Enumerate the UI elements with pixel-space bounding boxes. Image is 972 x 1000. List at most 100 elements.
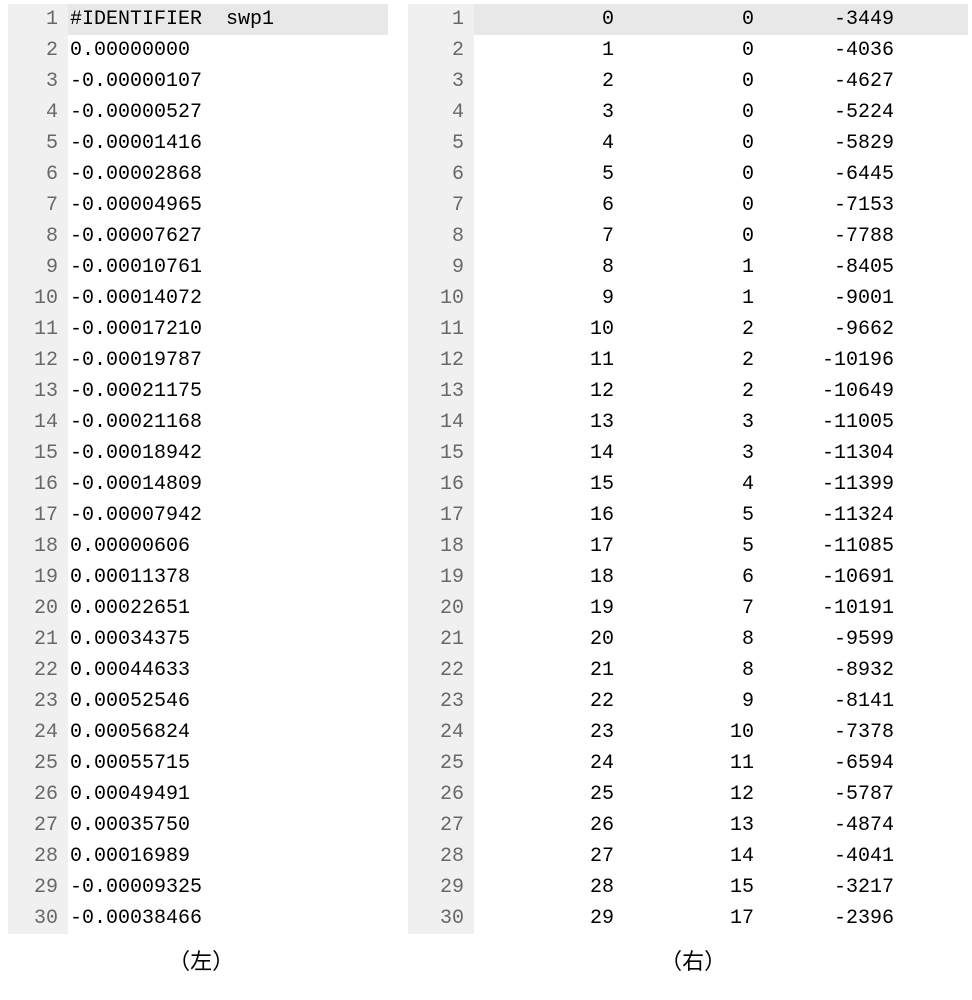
editor-line[interactable]: 320-4627	[408, 66, 968, 97]
editor-line[interactable]: 650-6445	[408, 159, 968, 190]
col-c3: -5829	[754, 128, 894, 159]
line-text: 0.00035750	[68, 810, 190, 841]
editor-line[interactable]: 12-0.00019787	[8, 345, 388, 376]
editor-line[interactable]: 14-0.00021168	[8, 407, 388, 438]
editor-line[interactable]: 100-3449	[408, 4, 968, 35]
editor-line[interactable]: 13122-10649	[408, 376, 968, 407]
editor-line[interactable]: 250.00055715	[8, 748, 388, 779]
editor-line[interactable]: 282714-4041	[408, 841, 968, 872]
line-text: 0.00016989	[68, 841, 190, 872]
col-c3: -10196	[754, 345, 894, 376]
editor-line[interactable]: 15143-11304	[408, 438, 968, 469]
col-c2: 2	[614, 376, 754, 407]
col-c3: -4874	[754, 810, 894, 841]
editor-line[interactable]: 18175-11085	[408, 531, 968, 562]
editor-line[interactable]: 17-0.00007942	[8, 500, 388, 531]
editor-line[interactable]: 9-0.00010761	[8, 252, 388, 283]
editor-line[interactable]: 1091-9001	[408, 283, 968, 314]
editor-line[interactable]: 11-0.00017210	[8, 314, 388, 345]
editor-line[interactable]: 230.00052546	[8, 686, 388, 717]
line-text: -0.00014809	[68, 469, 202, 500]
editor-line[interactable]: 21208-9599	[408, 624, 968, 655]
line-text: 0.00000606	[68, 531, 190, 562]
col-c1: 11	[474, 345, 614, 376]
editor-line[interactable]: 430-5224	[408, 97, 968, 128]
editor-line[interactable]: 14133-11005	[408, 407, 968, 438]
editor-line[interactable]: 5-0.00001416	[8, 128, 388, 159]
editor-line[interactable]: 981-8405	[408, 252, 968, 283]
editor-line[interactable]: 262512-5787	[408, 779, 968, 810]
col-c2: 8	[614, 655, 754, 686]
editor-line[interactable]: 16154-11399	[408, 469, 968, 500]
col-c3: -2396	[754, 903, 894, 934]
editor-line[interactable]: 23229-8141	[408, 686, 968, 717]
editor-line[interactable]: 252411-6594	[408, 748, 968, 779]
captions-row: （左） （右）	[0, 944, 972, 976]
col-c3: -9001	[754, 283, 894, 314]
editor-line[interactable]: 210.00034375	[8, 624, 388, 655]
editor-line[interactable]: 240.00056824	[8, 717, 388, 748]
editor-line[interactable]: 180.00000606	[8, 531, 388, 562]
editor-line[interactable]: 270.00035750	[8, 810, 388, 841]
col-c1: 5	[474, 159, 614, 190]
editor-line[interactable]: 3-0.00000107	[8, 66, 388, 97]
col-c2: 5	[614, 531, 754, 562]
editor-line[interactable]: 6-0.00002868	[8, 159, 388, 190]
editor-line[interactable]: 7-0.00004965	[8, 190, 388, 221]
editor-line[interactable]: 8-0.00007627	[8, 221, 388, 252]
line-number: 4	[8, 97, 68, 128]
editor-line[interactable]: 19186-10691	[408, 562, 968, 593]
editor-line[interactable]: 540-5829	[408, 128, 968, 159]
col-c1: 10	[474, 314, 614, 345]
editor-line[interactable]: 11102-9662	[408, 314, 968, 345]
col-c2: 5	[614, 500, 754, 531]
editor-line[interactable]: 15-0.00018942	[8, 438, 388, 469]
editor-line[interactable]: 12112-10196	[408, 345, 968, 376]
editor-line[interactable]: 200.00022651	[8, 593, 388, 624]
col-c3: -11324	[754, 500, 894, 531]
col-c1: 9	[474, 283, 614, 314]
editor-line[interactable]: 17165-11324	[408, 500, 968, 531]
editor-line[interactable]: 20197-10191	[408, 593, 968, 624]
line-number: 20	[408, 593, 474, 624]
line-number: 28	[408, 841, 474, 872]
col-c3: -5224	[754, 97, 894, 128]
line-number: 19	[408, 562, 474, 593]
line-text: 0.00049491	[68, 779, 190, 810]
editor-line[interactable]: 16-0.00014809	[8, 469, 388, 500]
editor-line[interactable]: 870-7788	[408, 221, 968, 252]
line-number: 15	[408, 438, 474, 469]
line-text: -0.00017210	[68, 314, 202, 345]
line-number: 21	[8, 624, 68, 655]
editor-line[interactable]: 4-0.00000527	[8, 97, 388, 128]
editor-line[interactable]: 242310-7378	[408, 717, 968, 748]
editor-line[interactable]: 30-0.00038466	[8, 903, 388, 934]
col-c2: 14	[614, 841, 754, 872]
editor-line[interactable]: 272613-4874	[408, 810, 968, 841]
editor-line[interactable]: 210-4036	[408, 35, 968, 66]
editor-line[interactable]: 760-7153	[408, 190, 968, 221]
editor-line[interactable]: 22218-8932	[408, 655, 968, 686]
editor-line[interactable]: 190.00011378	[8, 562, 388, 593]
line-text: -0.00021168	[68, 407, 202, 438]
editor-line[interactable]: 292815-3217	[408, 872, 968, 903]
col-c2: 3	[614, 407, 754, 438]
line-number: 22	[408, 655, 474, 686]
line-number: 25	[408, 748, 474, 779]
col-c1: 12	[474, 376, 614, 407]
editor-line[interactable]: 1#IDENTIFIER swp1	[8, 4, 388, 35]
editor-line[interactable]: 302917-2396	[408, 903, 968, 934]
editor-line[interactable]: 20.00000000	[8, 35, 388, 66]
col-c1: 17	[474, 531, 614, 562]
editor-line[interactable]: 13-0.00021175	[8, 376, 388, 407]
line-number: 5	[408, 128, 474, 159]
col-c2: 0	[614, 221, 754, 252]
editor-line[interactable]: 29-0.00009325	[8, 872, 388, 903]
editor-line[interactable]: 260.00049491	[8, 779, 388, 810]
editor-line[interactable]: 10-0.00014072	[8, 283, 388, 314]
line-number: 24	[408, 717, 474, 748]
line-text: -0.00014072	[68, 283, 202, 314]
editor-line[interactable]: 220.00044633	[8, 655, 388, 686]
line-text: -0.00004965	[68, 190, 202, 221]
editor-line[interactable]: 280.00016989	[8, 841, 388, 872]
